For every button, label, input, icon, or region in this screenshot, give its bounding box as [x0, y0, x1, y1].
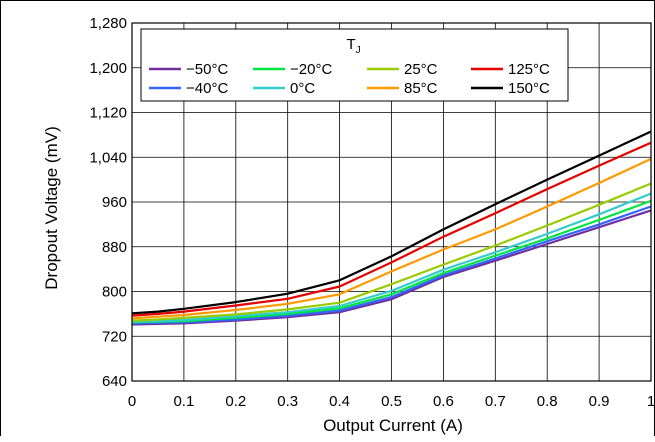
series-line-3	[131, 192, 652, 323]
x-tick-label: 0.3	[277, 393, 298, 410]
series-lines	[131, 130, 652, 326]
legend-label: 85°C	[404, 80, 438, 97]
legend-title: TJ	[347, 36, 361, 56]
x-tick-label: 0.1	[173, 393, 194, 410]
legend-label: 150°C	[508, 80, 550, 97]
legend-label: 25°C	[404, 61, 438, 78]
x-tick-label: 0.4	[329, 393, 350, 410]
x-tick-label: 0.6	[433, 393, 454, 410]
y-tick-label: 1,200	[89, 60, 127, 77]
legend-label: 0°C	[290, 80, 315, 97]
x-tick-label: 0.2	[225, 393, 246, 410]
x-tick-label: 0.7	[485, 393, 506, 410]
x-axis-label: Output Current (A)	[323, 416, 463, 435]
series-line-6	[131, 141, 652, 317]
y-tick-label: 1,120	[89, 105, 127, 122]
y-axis-label: Dropout Voltage (mV)	[42, 126, 61, 289]
series-line-4	[131, 182, 652, 322]
tick-labels: 0 0.1 0.2 0.3 0.4 0.5 0.6 0.7 0.8 0.9 1 640 720 800 88…	[89, 15, 655, 410]
y-tick-label: 880	[102, 239, 127, 256]
series-line-5	[131, 157, 652, 320]
legend-label: −20°C	[290, 61, 332, 78]
x-tick-label: 0.8	[537, 393, 558, 410]
x-tick-label: 1	[647, 393, 655, 410]
x-tick-label: 0.9	[589, 393, 610, 410]
legend-label: 125°C	[508, 61, 550, 78]
y-tick-label: 640	[102, 373, 127, 390]
y-tick-label: 720	[102, 328, 127, 345]
legend-label: −50°C	[186, 61, 228, 78]
y-tick-label: 1,040	[89, 149, 127, 166]
plot-area-border	[131, 22, 652, 382]
series-line-7	[131, 130, 652, 315]
y-tick-label: 960	[102, 194, 127, 211]
legend-label: −40°C	[186, 80, 228, 97]
legend: TJ −50°C −40°C −20°C 0°C 25°C 85°C 125°C 150°C	[140, 28, 569, 102]
y-tick-label: 800	[102, 284, 127, 301]
series-line-1	[131, 205, 652, 325]
x-tick-label: 0	[128, 393, 136, 410]
y-tick-label: 1,280	[89, 15, 127, 32]
x-tick-label: 0.5	[381, 393, 402, 410]
